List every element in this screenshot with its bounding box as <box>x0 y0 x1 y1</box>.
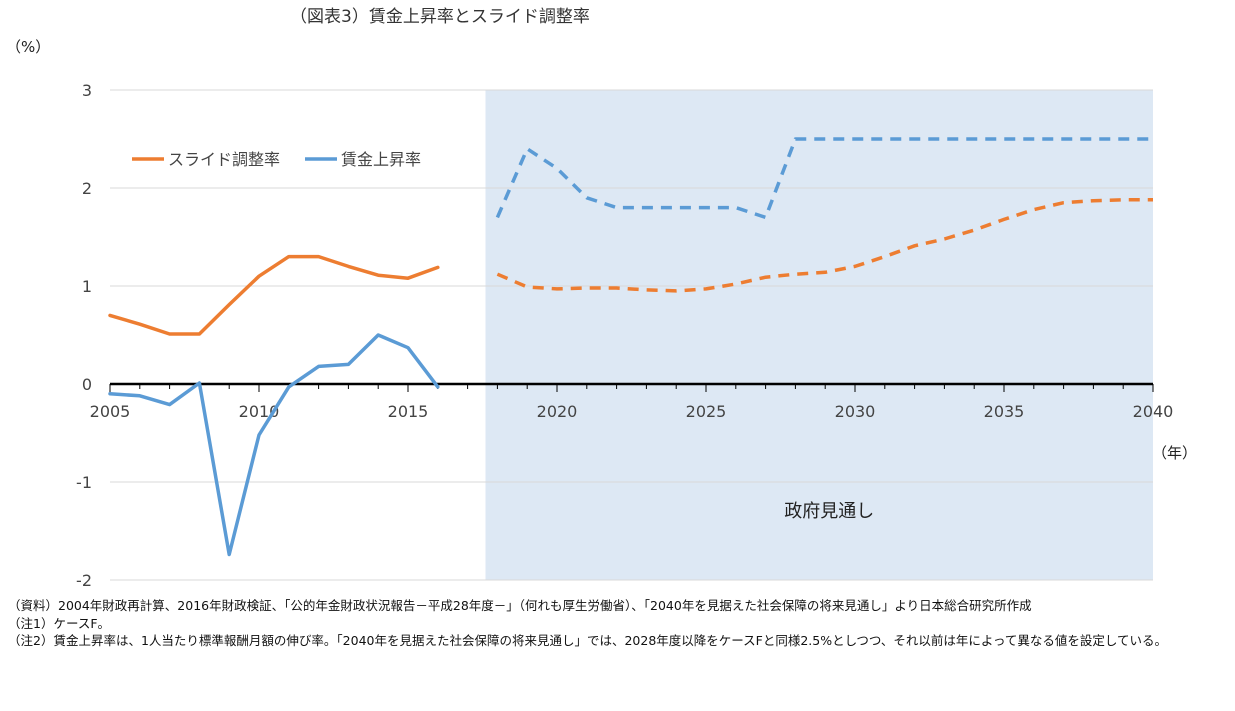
x-tick-label: 2030 <box>835 402 876 421</box>
y-tick-label: -2 <box>76 571 92 590</box>
chart-notes: （資料）2004年財政再計算、2016年財政検証、「公的年金財政状況報告－平成2… <box>8 597 1230 650</box>
y-tick-label: 2 <box>82 179 92 198</box>
forecast-region-label: 政府見通し <box>784 501 874 522</box>
x-axis-unit-label: （年） <box>1152 444 1198 462</box>
y-tick-label: -1 <box>76 473 92 492</box>
x-tick-label: 2025 <box>686 402 727 421</box>
series-0-solid-line <box>108 254 440 336</box>
chart-title: （図表3）賃金上昇率とスライド調整率 <box>290 7 590 27</box>
y-tick-label: 0 <box>82 375 92 394</box>
y-tick-label: 3 <box>82 81 92 100</box>
legend-label: スライド調整率 <box>168 150 280 169</box>
x-tick-label: 2015 <box>388 402 429 421</box>
x-tick-label: 2020 <box>537 402 578 421</box>
y-axis-unit-label: （%） <box>6 38 51 56</box>
x-tick-label: 2005 <box>90 402 131 421</box>
legend-label: 賃金上昇率 <box>341 150 421 169</box>
forecast-shaded-region <box>485 90 1154 580</box>
y-tick-label: 1 <box>82 277 92 296</box>
series-1-solid-line <box>108 333 440 557</box>
note-source: （資料）2004年財政再計算、2016年財政検証、「公的年金財政状況報告－平成2… <box>8 598 1032 613</box>
x-tick-label: 2040 <box>1133 402 1174 421</box>
note-2: （注2）賃金上昇率は、1人当たり標準報酬月額の伸び率。「2040年を見据えた社会… <box>8 633 1167 648</box>
series-0-dashed-line <box>496 198 1153 293</box>
x-tick-label: 2035 <box>984 402 1025 421</box>
note-1: （注1）ケースF。 <box>8 615 111 631</box>
